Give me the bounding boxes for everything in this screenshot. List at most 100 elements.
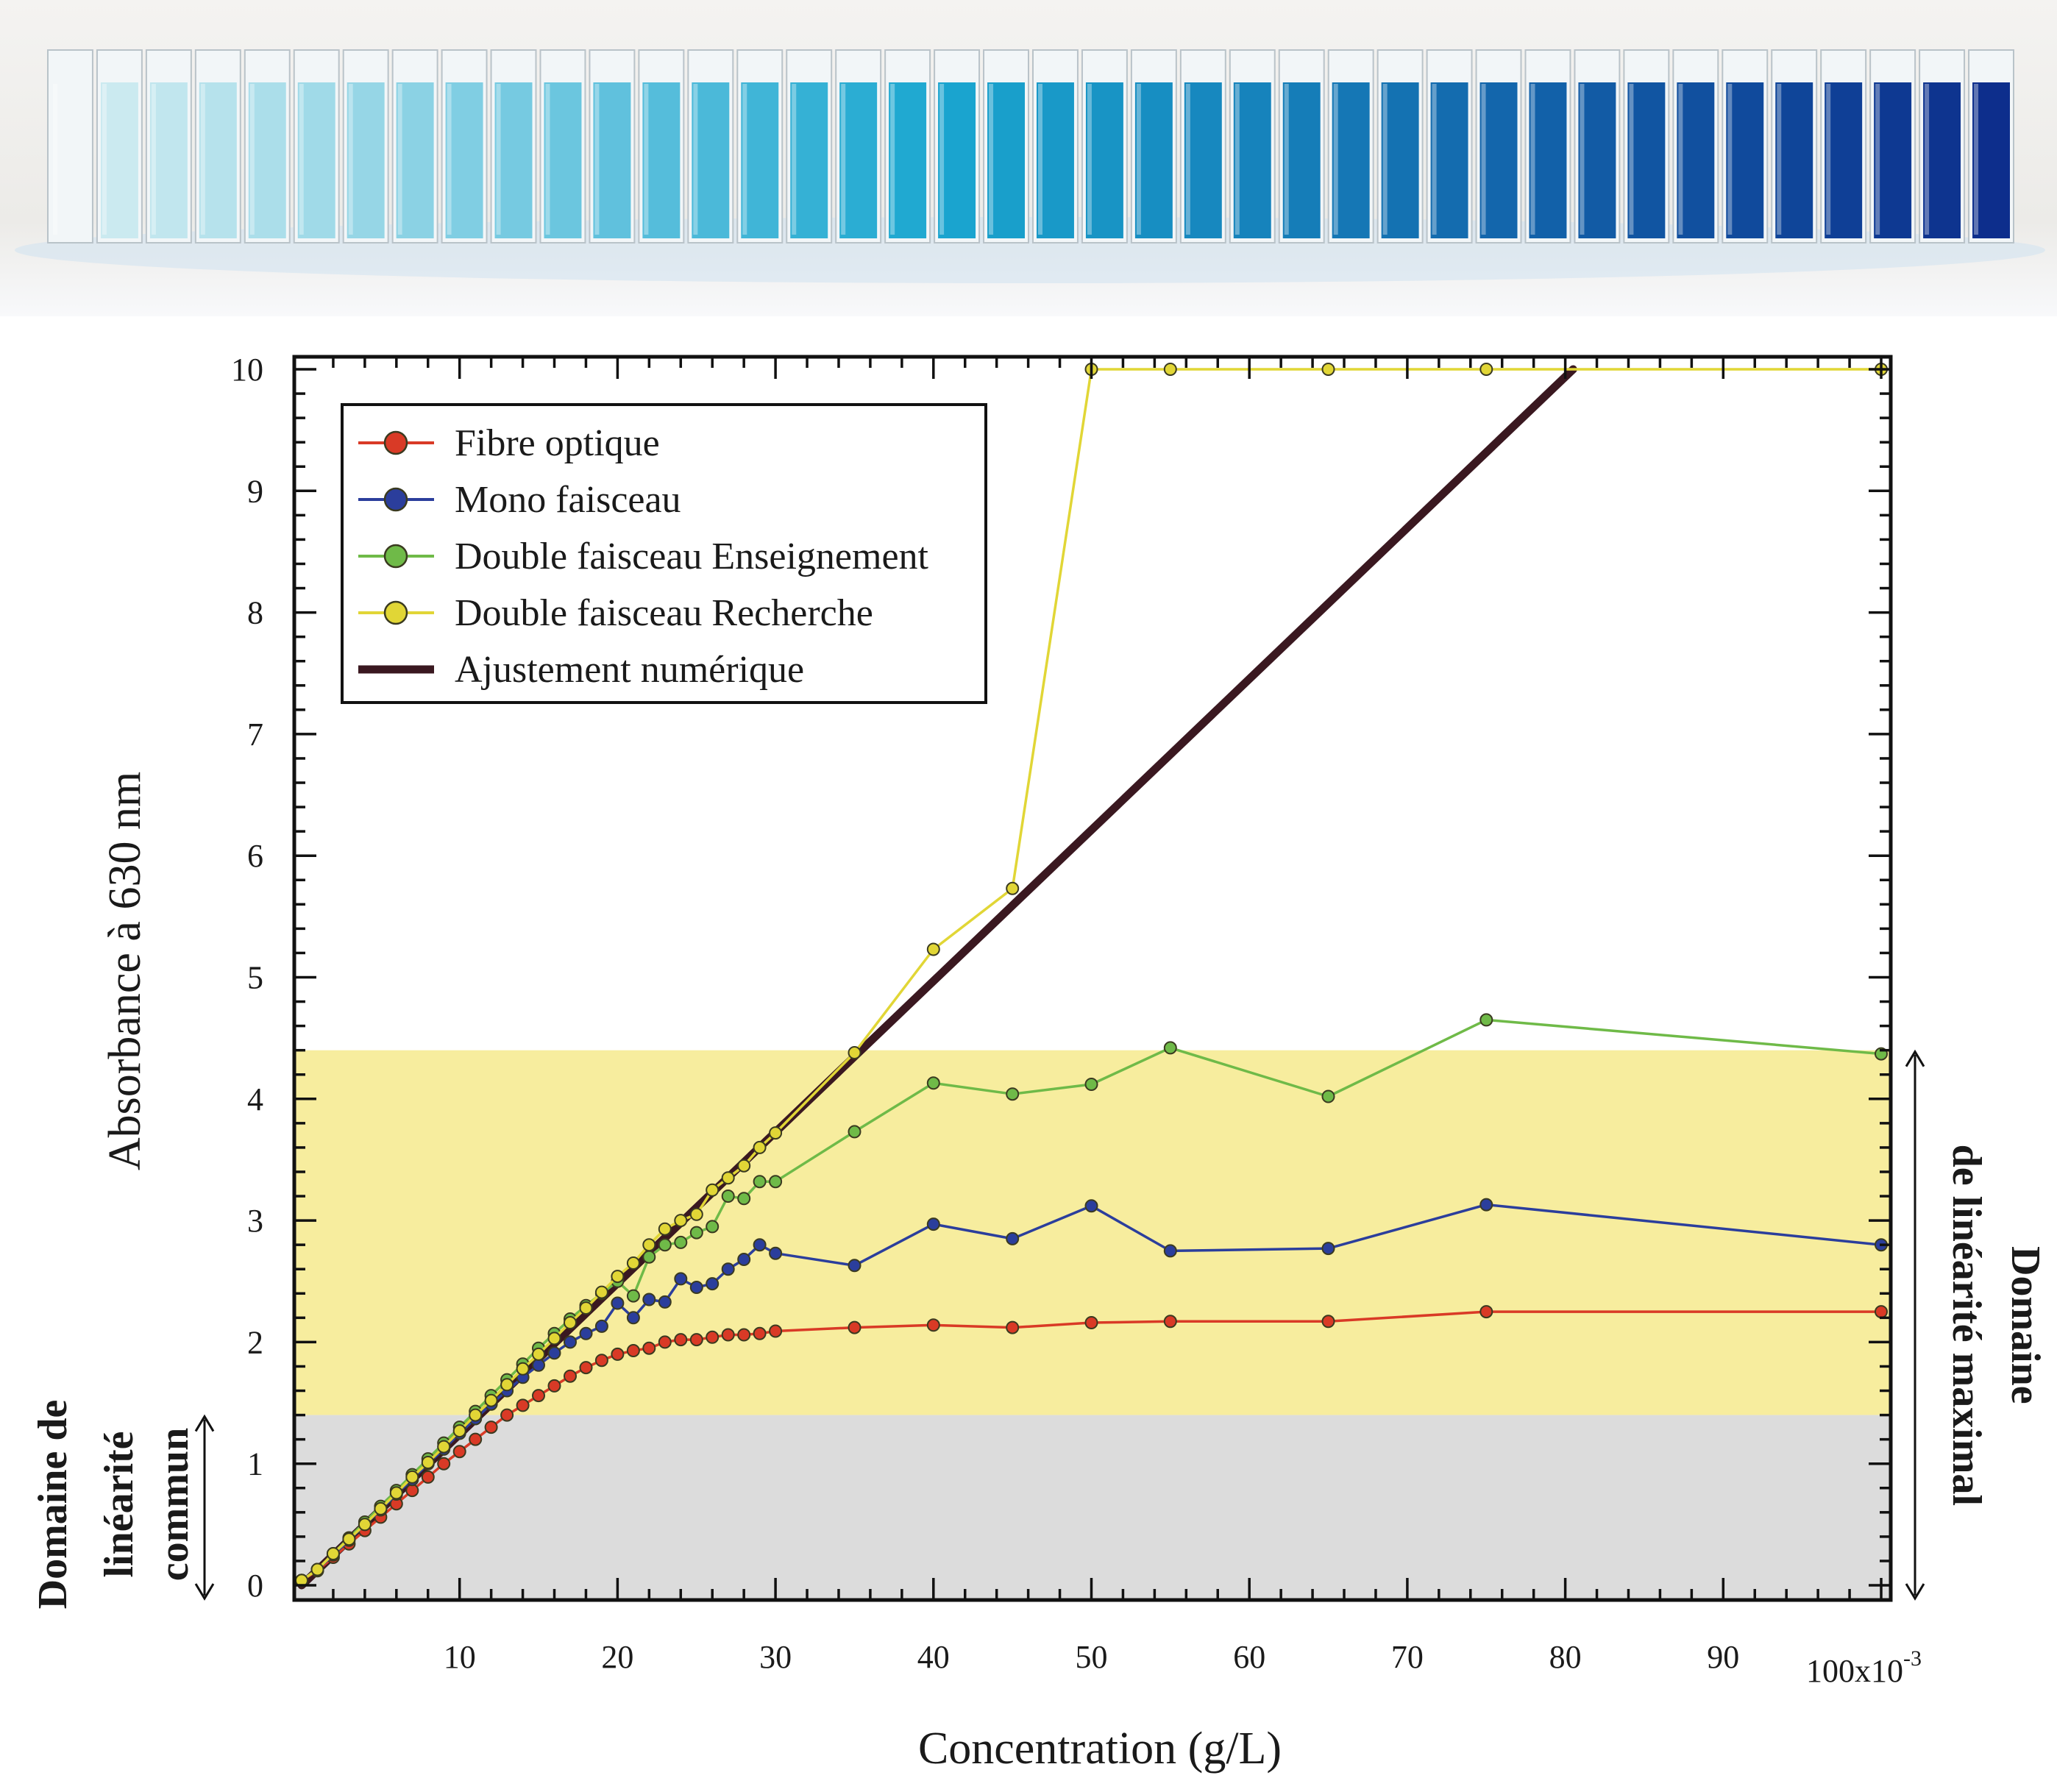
legend-item: Double faisceau Recherche (358, 592, 873, 634)
data-point (721, 1262, 735, 1276)
x-tick-label: 20 (601, 1639, 633, 1675)
data-point (374, 1501, 388, 1515)
y-tick-label: 0 (247, 1568, 263, 1604)
cuvette-highlight (841, 84, 846, 235)
data-point (405, 1484, 419, 1498)
legend-item: Ajustement numérique (358, 649, 804, 691)
cuvette-liquid (1972, 82, 2010, 238)
data-point (658, 1222, 672, 1236)
data-point (658, 1238, 672, 1252)
data-point (547, 1379, 561, 1393)
cuvette-liquid (593, 82, 631, 238)
series-ajustement-numerique (297, 365, 1577, 1590)
data-point (1875, 1305, 1888, 1319)
cuvette-highlight (644, 84, 649, 235)
cuvette-liquid (1184, 82, 1222, 238)
data-point (658, 1295, 672, 1309)
data-point (579, 1301, 593, 1315)
legend-label: Ajustement numérique (455, 649, 804, 691)
axes: 10 20 30 40 50 60 70 80 90 0 1 2 3 4 5 6 7 8 9 10 (231, 352, 1893, 1675)
data-point (389, 1486, 403, 1500)
legend-label: Double faisceau Enseignement (455, 536, 929, 577)
absorbance-chart: 10 20 30 40 50 60 70 80 90 0 1 2 3 4 5 6 7 8 9 10 Domaine de… (30, 352, 2048, 1774)
data-point (642, 1341, 656, 1355)
cuvette-liquid (248, 82, 286, 238)
data-point (848, 1320, 861, 1334)
legend-box (341, 403, 987, 704)
cuvette-highlight (1382, 84, 1388, 235)
cuvette-liquid (1037, 82, 1074, 238)
data-point (1084, 1078, 1098, 1091)
cuvette-highlight (989, 84, 994, 235)
x-tick-label: 70 (1391, 1639, 1424, 1675)
data-point (564, 1369, 577, 1383)
data-point (358, 1518, 372, 1532)
y-axis-title: Absorbance à 630 nm (100, 772, 150, 1170)
data-point (1321, 1315, 1335, 1329)
cuvette-highlight (200, 84, 205, 235)
cuvette-liquid (1529, 82, 1567, 238)
series-line (297, 365, 1577, 1590)
data-point (484, 1393, 498, 1407)
cuvette-liquid (692, 82, 730, 238)
cuvette-highlight (102, 84, 107, 235)
legend-item: Double faisceau Enseignement (358, 536, 929, 577)
data-point (721, 1328, 735, 1342)
left-label-line1: Domaine de (30, 1400, 76, 1610)
cuvette-liquid (149, 82, 188, 238)
data-point (532, 1389, 545, 1403)
cuvette-liquid (938, 82, 976, 238)
y-tick-label: 4 (247, 1081, 263, 1117)
legend-swatch-marker (383, 430, 408, 455)
y-tick-label: 6 (247, 838, 263, 874)
legend-swatch-marker (383, 544, 408, 569)
cuvette-highlight (742, 84, 747, 235)
cuvette-highlight (1087, 84, 1092, 235)
cuvette-highlight (1481, 84, 1486, 235)
data-point (516, 1362, 530, 1376)
data-point (611, 1296, 625, 1310)
data-point (1006, 1320, 1020, 1334)
data-point (737, 1159, 751, 1173)
data-point (674, 1214, 688, 1228)
y-tick-label: 9 (247, 473, 263, 509)
data-point (1163, 1315, 1177, 1329)
cuvette-liquid (100, 82, 138, 238)
cuvette-highlight (348, 84, 353, 235)
data-point (611, 1347, 625, 1361)
data-point (1479, 363, 1493, 376)
data-point (706, 1330, 720, 1344)
data-point (500, 1378, 514, 1392)
data-point (564, 1316, 577, 1329)
x-tick-label: 10 (444, 1639, 476, 1675)
data-point (689, 1207, 703, 1221)
data-point (1163, 363, 1177, 376)
data-point (926, 1217, 940, 1231)
cuvette-highlight (299, 84, 304, 235)
cuvette-highlight (151, 84, 156, 235)
data-point (721, 1190, 735, 1203)
data-point (626, 1256, 640, 1270)
series-fibre-optique (295, 1305, 1888, 1587)
right-arrow-head-top (1905, 1049, 1925, 1067)
cuvette-liquid (1825, 82, 1863, 238)
data-point (769, 1324, 783, 1338)
cuvette-liquid (297, 82, 335, 238)
cuvette-liquid (396, 82, 434, 238)
data-point (1163, 1041, 1177, 1055)
cuvette-liquid (790, 82, 828, 238)
data-point (689, 1226, 703, 1240)
cuvette-liquid (544, 82, 582, 238)
cuvette-liquid (1677, 82, 1715, 238)
cuvette-liquid (1627, 82, 1666, 238)
left-arrow-head-bottom (194, 1583, 215, 1601)
y-tick-label: 1 (247, 1446, 263, 1482)
cuvette-highlight (1925, 84, 1930, 235)
data-point (452, 1445, 466, 1459)
cuvette-highlight (890, 84, 895, 235)
cuvette-liquid (987, 82, 1025, 238)
data-point (421, 1456, 435, 1469)
data-point (1006, 881, 1020, 895)
data-point (753, 1238, 767, 1252)
data-point (1321, 1242, 1335, 1256)
